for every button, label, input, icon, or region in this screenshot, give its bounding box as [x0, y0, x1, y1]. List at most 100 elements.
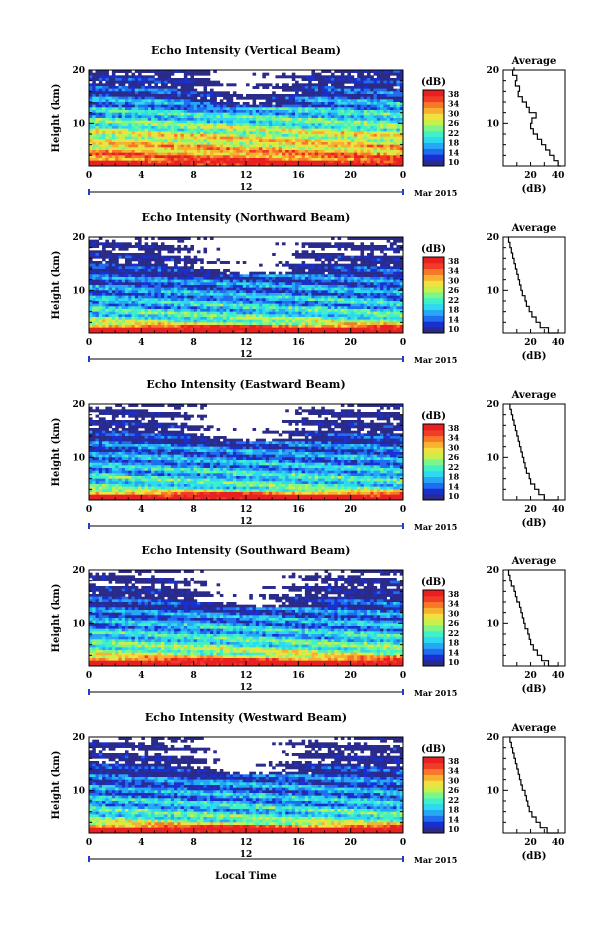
heatmap-cell — [370, 113, 374, 116]
heatmap-cell — [328, 153, 332, 156]
heatmap-cell — [246, 274, 250, 277]
heatmap-cell — [226, 137, 230, 140]
heatmap-cell — [249, 129, 253, 132]
heatmap-cell — [109, 75, 113, 78]
heatmap-cell — [197, 142, 201, 145]
heatmap-cell — [118, 123, 122, 126]
heatmap-cell — [138, 105, 142, 108]
heatmap-cell — [181, 102, 185, 105]
heatmap-cell — [354, 107, 358, 110]
heatmap-cell — [289, 155, 293, 158]
heatmap-cell — [338, 107, 342, 110]
heatmap-cell — [181, 258, 185, 261]
heatmap-cell — [99, 253, 103, 256]
heatmap-cell — [132, 153, 136, 156]
heatmap-cell — [174, 150, 178, 153]
heatmap-cell — [253, 277, 257, 280]
heatmap-cell — [315, 129, 319, 132]
heatmap-cell — [122, 75, 126, 78]
heatmap-cell — [305, 153, 309, 156]
heatmap-cell — [132, 121, 136, 124]
heatmap-cell — [220, 123, 224, 126]
heatmap-cell — [112, 145, 116, 148]
heatmap-cell — [105, 145, 109, 148]
heatmap-cell — [360, 155, 364, 158]
heatmap-cell — [318, 83, 322, 86]
heatmap-cell — [190, 123, 194, 126]
heatmap-cell — [171, 94, 175, 97]
heatmap-cell — [256, 113, 260, 116]
heatmap-cell — [334, 266, 338, 269]
heatmap-cell — [118, 280, 122, 283]
heatmap-cell — [112, 240, 116, 243]
heatmap-cell — [318, 126, 322, 129]
heatmap-cell — [367, 253, 371, 256]
heatmap-cell — [377, 89, 381, 92]
heatmap-cell — [318, 107, 322, 110]
heatmap-cell — [161, 158, 165, 161]
heatmap-cell — [158, 139, 162, 142]
heatmap-cell — [256, 131, 260, 134]
heatmap-cell — [230, 126, 234, 129]
heatmap-cell — [334, 105, 338, 108]
heatmap-cell — [96, 123, 100, 126]
heatmap-cell — [99, 142, 103, 145]
heatmap-cell — [331, 113, 335, 116]
heatmap-cell — [226, 285, 230, 288]
heatmap-cell — [115, 134, 119, 137]
heatmap-cell — [282, 105, 286, 108]
heatmap-cell — [184, 89, 188, 92]
heatmap-cell — [89, 129, 93, 132]
heatmap-cell — [174, 139, 178, 142]
heatmap-cell — [181, 110, 185, 113]
heatmap-cell — [168, 94, 172, 97]
heatmap-cell — [256, 97, 260, 100]
heatmap-cell — [154, 277, 158, 280]
heatmap-cell — [393, 147, 397, 150]
heatmap-cell — [105, 277, 109, 280]
heatmap-cell — [295, 272, 299, 275]
x-tick-label: 4 — [138, 171, 144, 181]
heatmap-cell — [344, 139, 348, 142]
heatmap-cell — [89, 285, 93, 288]
heatmap-cell — [207, 131, 211, 134]
heatmap-cell — [321, 89, 325, 92]
heatmap-cell — [99, 269, 103, 272]
heatmap-cell — [203, 126, 207, 129]
heatmap-cell — [89, 242, 93, 245]
heatmap-cell — [396, 115, 400, 118]
heatmap-cell — [181, 134, 185, 137]
heatmap-cell — [347, 107, 351, 110]
heatmap-cell — [374, 272, 378, 275]
heatmap-cell — [344, 137, 348, 140]
heatmap-cell — [226, 83, 230, 86]
heatmap-cell — [223, 123, 227, 126]
heatmap-cell — [249, 147, 253, 150]
heatmap-cell — [259, 155, 263, 158]
heatmap-cell — [266, 139, 270, 142]
heatmap-cell — [272, 131, 276, 134]
heatmap-cell — [203, 91, 207, 94]
heatmap-cell — [285, 261, 289, 264]
heatmap-cell — [210, 147, 214, 150]
heatmap-cell — [226, 131, 230, 134]
heatmap-cell — [141, 89, 145, 92]
heatmap-cell — [357, 145, 361, 148]
heatmap-cell — [236, 272, 240, 275]
heatmap-cell — [128, 256, 132, 259]
heatmap-cell — [295, 150, 299, 153]
colorbar-segment — [423, 102, 444, 108]
heatmap-cell — [344, 118, 348, 121]
heatmap-cell — [125, 107, 129, 110]
heatmap-cell — [341, 94, 345, 97]
heatmap-cell — [177, 78, 181, 81]
heatmap-cell — [380, 155, 384, 158]
heatmap-cell — [325, 105, 329, 108]
heatmap-cell — [334, 118, 338, 121]
heatmap-cell — [393, 161, 397, 164]
heatmap-cell — [168, 121, 172, 124]
heatmap-cell — [364, 258, 368, 261]
heatmap-cell — [289, 134, 293, 137]
heatmap-cell — [347, 97, 351, 100]
heatmap-cell — [308, 280, 312, 283]
